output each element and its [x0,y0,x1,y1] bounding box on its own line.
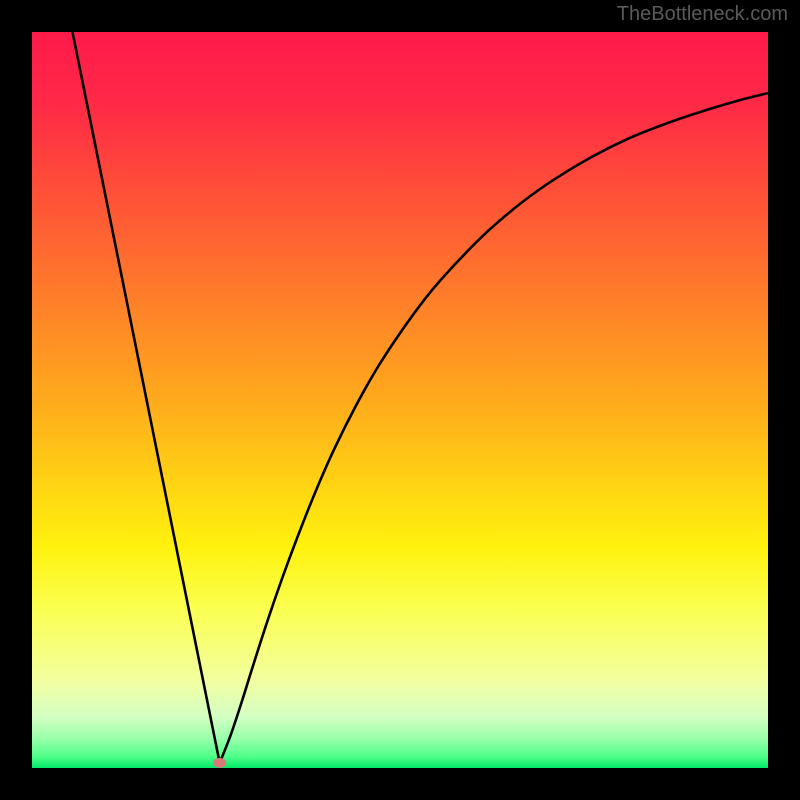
plot-background [32,32,768,768]
min-marker [213,758,226,768]
chart-svg [0,0,800,800]
bottleneck-chart: TheBottleneck.com [0,0,800,800]
watermark-text: TheBottleneck.com [617,3,788,26]
